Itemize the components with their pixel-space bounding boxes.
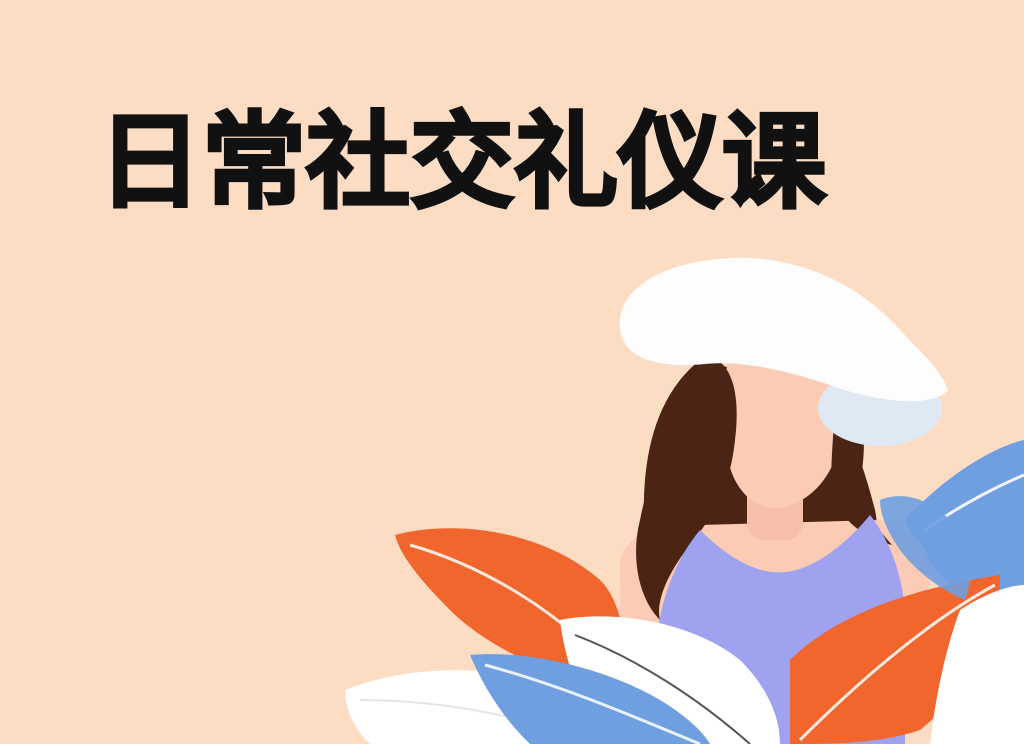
- hat-icon: [619, 257, 948, 446]
- hair-front-left: [636, 355, 737, 620]
- face: [723, 360, 843, 508]
- page-title: 日常社交礼仪课: [96, 101, 827, 223]
- blue-leaves: [470, 496, 970, 744]
